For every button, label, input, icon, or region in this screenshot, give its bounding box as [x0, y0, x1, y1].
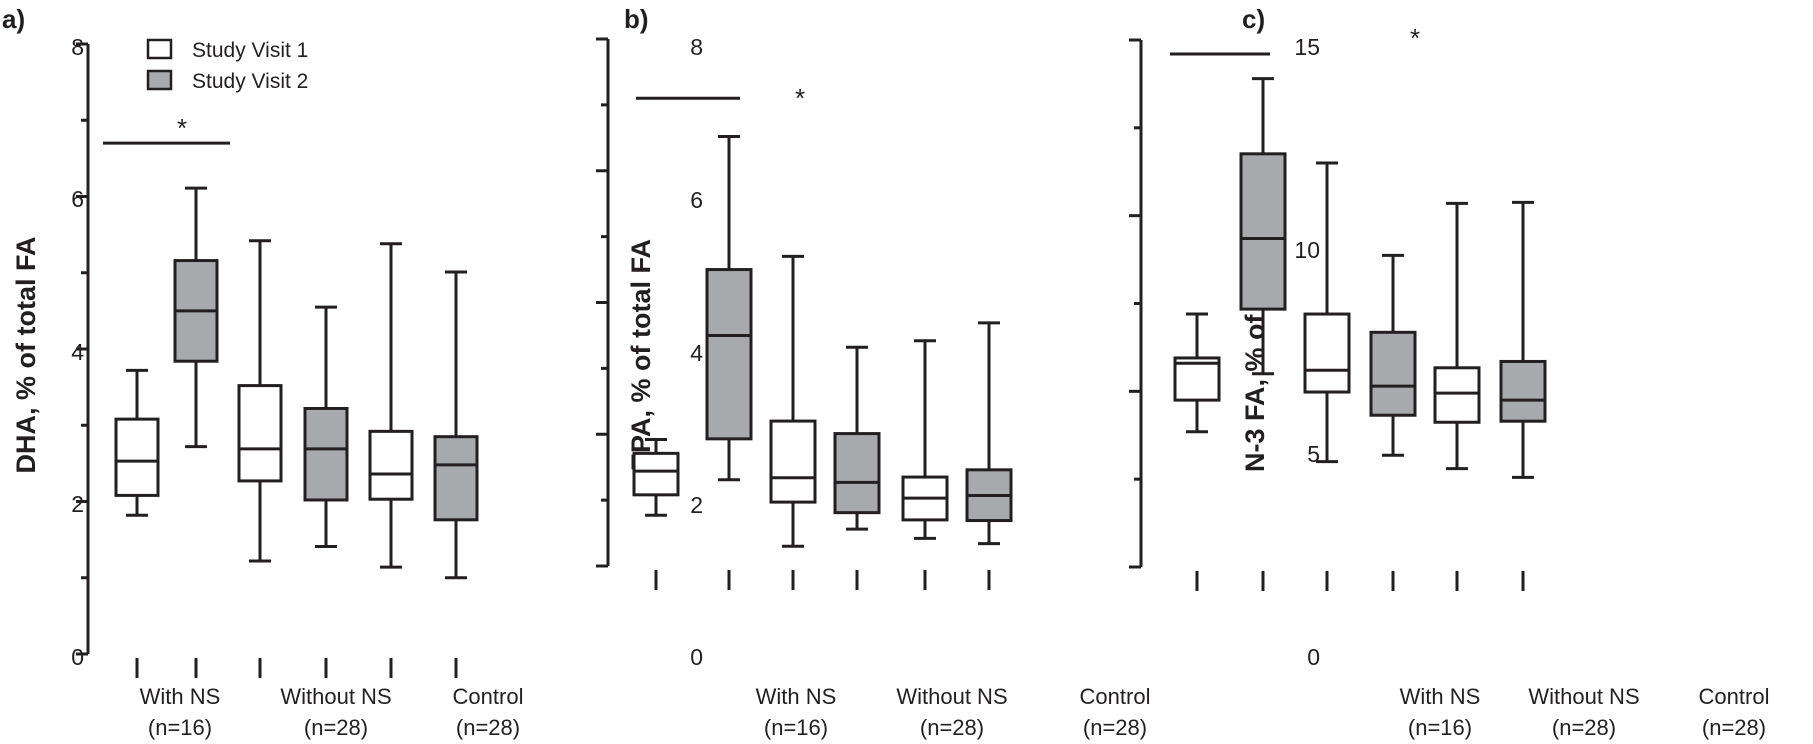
y-tick-label: 15	[1294, 34, 1320, 60]
box-visit2	[833, 345, 881, 531]
significance: *	[795, 83, 805, 113]
y-tick-label: 0	[690, 644, 703, 670]
iqr-box	[1499, 359, 1547, 423]
box-visit2	[965, 321, 1013, 546]
legend-label-visit2: Study Visit 2	[192, 70, 308, 93]
panel-a: a) DHA, % of total FA 0 2 4 6 8 With NS …	[2, 4, 523, 740]
box-visit1	[1173, 312, 1221, 434]
y-tick-label: 10	[1294, 237, 1320, 263]
group-label: Control	[1080, 684, 1151, 709]
panel-label: a)	[2, 4, 25, 34]
y-tick-label: 6	[71, 186, 84, 212]
group-label: With NS	[1400, 684, 1481, 709]
y-axis-label: EPA, % of total FA	[626, 239, 656, 471]
significance-star: *	[795, 83, 805, 113]
plot-area	[76, 42, 479, 678]
box-visit1	[114, 368, 160, 517]
iqr-box	[1239, 152, 1287, 311]
legend: Study Visit 1 Study Visit 2	[146, 38, 308, 93]
y-tick-label: 4	[71, 339, 84, 365]
group-sublabel: (n=28)	[304, 715, 368, 740]
y-axis-ticks: 0 2 4 6 8	[71, 34, 84, 670]
y-axis-ticks: 0 2 4 6 8	[690, 34, 703, 670]
box-visit2	[1369, 253, 1417, 457]
y-tick-label: 2	[71, 491, 84, 517]
iqr-box	[1173, 356, 1221, 402]
iqr-box	[1433, 366, 1481, 424]
box-visit1	[1433, 201, 1481, 471]
y-tick-label: 4	[690, 340, 703, 366]
box-visit2	[433, 270, 479, 580]
box-visit1	[237, 239, 283, 563]
box-visit2	[303, 305, 349, 548]
group-sublabel: (n=28)	[1702, 715, 1766, 740]
box-visit1	[632, 438, 680, 517]
group-label: Without NS	[896, 684, 1007, 709]
iqr-box	[368, 429, 414, 501]
group-sublabel: (n=28)	[1083, 715, 1147, 740]
plot-area	[596, 37, 1013, 590]
iqr-box	[769, 419, 817, 504]
iqr-box	[705, 268, 753, 441]
panel-c: c) N-3 FA, % of total FA 0 5 10 15 With …	[1129, 4, 1769, 740]
iqr-box	[1369, 330, 1417, 417]
iqr-box	[114, 417, 160, 497]
group-sublabel: (n=16)	[764, 715, 828, 740]
x-axis-labels: With NS (n=16) Without NS (n=28) Control…	[140, 684, 524, 740]
group-sublabel: (n=16)	[148, 715, 212, 740]
panel-label: b)	[624, 4, 649, 34]
group-label: Control	[1699, 684, 1770, 709]
group-label: With NS	[140, 684, 221, 709]
y-tick-label: 6	[690, 187, 703, 213]
box-visit1	[769, 254, 817, 548]
box-visit2	[705, 134, 753, 482]
group-sublabel: (n=28)	[456, 715, 520, 740]
legend-swatch-visit2	[146, 69, 173, 91]
group-label: With NS	[756, 684, 837, 709]
y-tick-label: 8	[71, 34, 84, 60]
group-label: Without NS	[1528, 684, 1639, 709]
box-visit1	[1303, 161, 1351, 464]
iqr-box	[833, 432, 881, 515]
y-tick-label: 8	[690, 34, 703, 60]
group-label: Control	[453, 684, 524, 709]
iqr-box	[433, 435, 479, 522]
significance: *	[1410, 23, 1420, 53]
iqr-box	[1303, 312, 1351, 394]
significance-star: *	[1410, 23, 1420, 53]
panel-b: b) EPA, % of total FA 0 2 4 6 8 With NS …	[596, 4, 1150, 740]
box-visit2	[1239, 77, 1287, 376]
y-axis-ticks: 0 5 10 15	[1294, 34, 1320, 670]
iqr-box	[632, 451, 680, 497]
group-sublabel: (n=28)	[1552, 715, 1616, 740]
iqr-box	[303, 406, 349, 502]
group-label: Without NS	[280, 684, 391, 709]
legend-swatch-visit1	[146, 38, 173, 60]
x-axis-labels: With NS (n=16) Without NS (n=28) Control…	[756, 684, 1151, 740]
box-visit1	[901, 339, 949, 540]
plot-area	[1129, 38, 1547, 591]
x-axis-labels: With NS (n=16) Without NS (n=28) Control…	[1400, 684, 1770, 740]
significance: *	[177, 113, 187, 143]
panel-label: c)	[1242, 4, 1265, 34]
box-visit2	[1499, 200, 1547, 479]
group-sublabel: (n=28)	[920, 715, 984, 740]
y-tick-label: 0	[1307, 644, 1320, 670]
box-visit1	[368, 242, 414, 569]
y-tick-label: 2	[690, 492, 703, 518]
y-axis-label: DHA, % of total FA	[11, 237, 41, 474]
group-sublabel: (n=16)	[1408, 715, 1472, 740]
box-visit2	[173, 186, 219, 449]
significance-star: *	[177, 113, 187, 143]
legend-label-visit1: Study Visit 1	[192, 39, 308, 62]
y-tick-label: 0	[71, 644, 84, 670]
iqr-box	[237, 384, 283, 483]
